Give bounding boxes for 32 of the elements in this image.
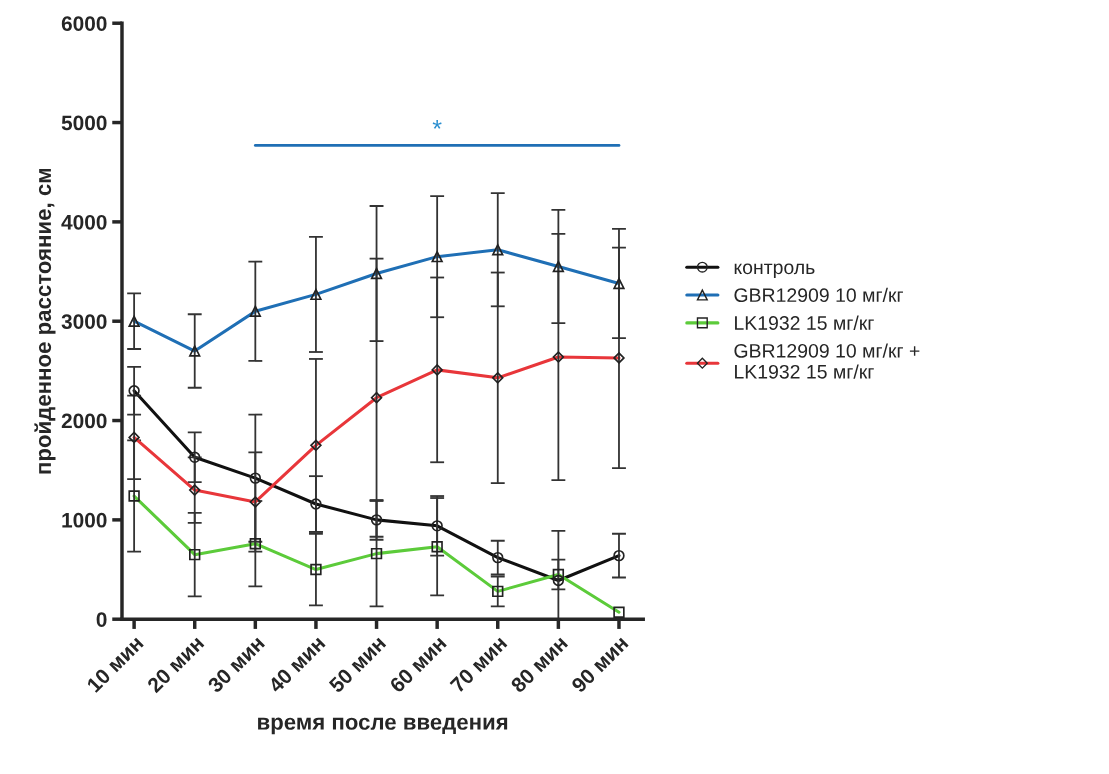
x-tick-label: 70 мин [449,635,508,694]
point [613,549,625,562]
x-tick-label: 50 мин [328,635,387,694]
x-tick-label: 10 мин [86,635,144,693]
y-tick-label: 2000 [61,413,107,429]
annotation: * [432,120,442,129]
x-tick-label: 20 мин [146,635,205,694]
y-tick-label: 3000 [61,314,107,329]
point [492,551,504,564]
legend-label: LK1932 15 мг/кг [735,315,874,330]
legend-label: контроль [734,263,815,279]
point [310,498,322,510]
x-tick-label: 90 мин [570,635,629,694]
y-tick-label: 0 [96,612,107,627]
point [370,514,383,526]
point [189,451,201,463]
point [249,472,262,484]
y-axis-title: пройденное расстояние, см [34,168,56,474]
y-tick-label: 4000 [61,214,107,230]
y-tick-label: 5000 [61,115,107,131]
point [552,574,565,587]
x-tick-label: 80 мин [509,635,569,694]
legend-label: GBR12909 10 мг/кг + LK1932 15 мг/кг [734,343,920,379]
x-axis-title: время после введения [258,717,508,735]
point [128,385,140,397]
legend-label: GBR12909 10 мг/кг [734,287,903,303]
y-tick-label: 6000 [61,16,107,31]
x-tick-label: 30 мин [206,635,266,694]
y-tick-label: 1000 [62,512,107,528]
x-tick-label: 40 мин [267,635,326,694]
point [431,520,443,532]
x-tick-label: 60 мин [388,635,447,694]
